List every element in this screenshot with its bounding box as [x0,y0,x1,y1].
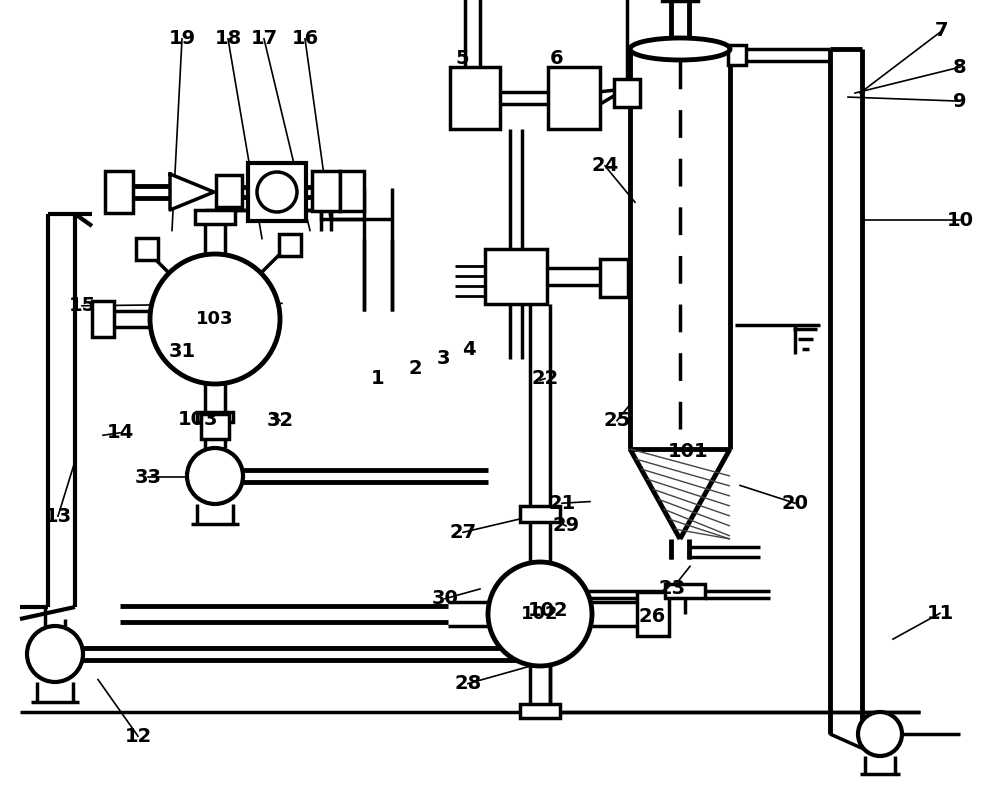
Text: 103: 103 [196,310,234,328]
Bar [485,249,547,304]
Circle shape [150,254,280,384]
Bar [92,301,114,337]
Text: 1: 1 [371,369,385,388]
Bar [278,234,300,256]
Text: 23: 23 [658,579,686,599]
Bar [201,414,229,439]
Text: 7: 7 [935,21,949,40]
Text: 16: 16 [291,29,319,49]
Circle shape [488,562,592,666]
Bar [312,171,340,211]
Circle shape [257,172,297,212]
Text: 102: 102 [521,605,559,623]
Ellipse shape [630,38,730,60]
Polygon shape [170,174,214,210]
Text: 12: 12 [124,726,152,746]
Text: 22: 22 [531,369,559,388]
Text: 31: 31 [168,342,196,362]
Text: 25: 25 [603,411,631,430]
Bar [662,0,698,1]
Bar [195,210,235,224]
Circle shape [858,712,902,756]
Text: 8: 8 [953,57,967,77]
Circle shape [27,626,83,682]
Text: 103: 103 [178,409,218,429]
Circle shape [187,448,243,504]
Text: 102: 102 [528,601,568,621]
Bar [248,163,306,221]
Text: 2: 2 [408,358,422,378]
Bar [600,259,628,297]
Text: 15: 15 [68,296,96,316]
Text: 101: 101 [668,442,708,461]
Bar [340,171,364,211]
Bar [614,79,640,107]
Text: 20: 20 [782,493,808,513]
Text: 32: 32 [266,411,294,430]
Text: 13: 13 [44,506,72,526]
Bar [548,67,600,129]
Text: 5: 5 [455,49,469,68]
Text: 6: 6 [550,49,564,68]
Text: 28: 28 [454,674,482,693]
Text: 4: 4 [462,340,476,359]
Text: 14: 14 [106,423,134,443]
Text: 9: 9 [953,91,967,111]
Text: 11: 11 [926,604,954,623]
Text: 18: 18 [214,29,242,49]
Text: 29: 29 [552,516,580,536]
Bar [197,412,233,422]
Text: 24: 24 [591,156,619,176]
Text: 17: 17 [250,29,278,49]
Text: 27: 27 [449,523,477,542]
Text: 33: 33 [134,468,162,487]
Bar [520,704,560,718]
Text: 26: 26 [638,607,666,626]
Text: 10: 10 [946,210,974,230]
Bar [520,506,560,522]
Text: 21: 21 [548,493,576,513]
Bar [450,67,500,129]
Bar [216,175,242,207]
Text: 30: 30 [432,589,458,608]
Bar [728,45,746,65]
Bar [637,592,669,636]
Bar [105,171,133,213]
Text: 19: 19 [168,29,196,49]
Bar [665,584,705,598]
Text: 3: 3 [436,349,450,368]
Bar [136,238,158,260]
